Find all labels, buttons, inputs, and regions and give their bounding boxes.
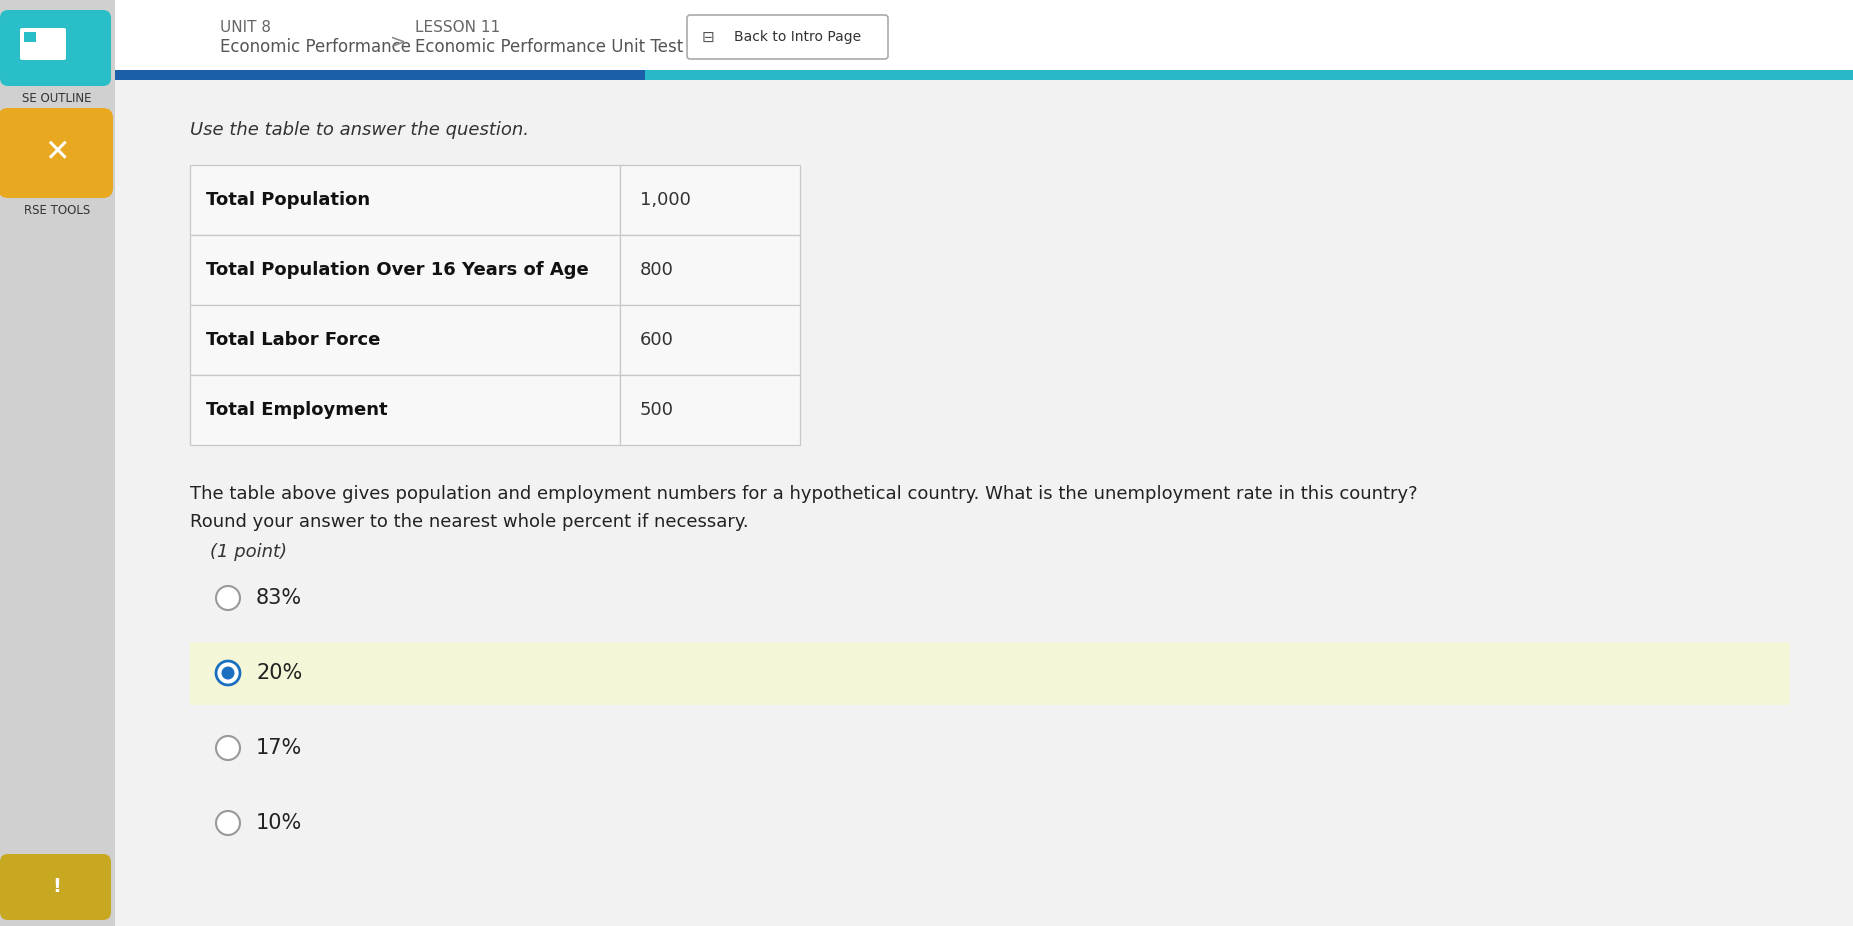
Text: 83%: 83%	[256, 588, 302, 608]
Circle shape	[222, 667, 235, 680]
FancyBboxPatch shape	[621, 235, 800, 305]
Text: The table above gives population and employment numbers for a hypothetical count: The table above gives population and emp…	[191, 485, 1418, 503]
Text: 20%: 20%	[256, 663, 302, 683]
Text: 500: 500	[639, 401, 674, 419]
Text: ✕: ✕	[44, 139, 70, 168]
FancyBboxPatch shape	[191, 642, 1790, 706]
FancyBboxPatch shape	[0, 854, 111, 920]
Text: !: !	[52, 878, 61, 896]
Text: LESSON 11: LESSON 11	[415, 20, 500, 35]
FancyBboxPatch shape	[621, 375, 800, 445]
Circle shape	[217, 586, 241, 610]
Text: Economic Performance Unit Test: Economic Performance Unit Test	[415, 38, 684, 56]
Text: >: >	[389, 32, 406, 52]
Circle shape	[217, 661, 241, 685]
FancyBboxPatch shape	[191, 305, 621, 375]
FancyBboxPatch shape	[115, 70, 645, 80]
Text: Total Population Over 16 Years of Age: Total Population Over 16 Years of Age	[206, 261, 589, 279]
Text: Economic Performance: Economic Performance	[221, 38, 411, 56]
FancyBboxPatch shape	[621, 165, 800, 235]
Text: ⊟: ⊟	[702, 30, 715, 44]
FancyBboxPatch shape	[191, 165, 621, 235]
FancyBboxPatch shape	[0, 0, 115, 926]
Text: RSE TOOLS: RSE TOOLS	[24, 204, 91, 217]
Text: Total Labor Force: Total Labor Force	[206, 331, 380, 349]
FancyBboxPatch shape	[687, 15, 888, 59]
Text: 10%: 10%	[256, 813, 302, 833]
Text: SE OUTLINE: SE OUTLINE	[22, 92, 93, 105]
FancyBboxPatch shape	[0, 10, 111, 86]
Text: 17%: 17%	[256, 738, 302, 758]
Text: 1,000: 1,000	[639, 191, 691, 209]
Text: 800: 800	[639, 261, 674, 279]
Text: UNIT 8: UNIT 8	[221, 20, 271, 35]
FancyBboxPatch shape	[621, 305, 800, 375]
Circle shape	[217, 811, 241, 835]
FancyBboxPatch shape	[115, 0, 1853, 70]
FancyBboxPatch shape	[115, 70, 1853, 80]
Text: Total Employment: Total Employment	[206, 401, 387, 419]
FancyBboxPatch shape	[191, 375, 621, 445]
FancyBboxPatch shape	[0, 108, 113, 198]
FancyBboxPatch shape	[24, 32, 35, 42]
Text: (1 point): (1 point)	[209, 543, 287, 561]
Text: Total Population: Total Population	[206, 191, 371, 209]
FancyBboxPatch shape	[191, 235, 621, 305]
Text: Round your answer to the nearest whole percent if necessary.: Round your answer to the nearest whole p…	[191, 513, 749, 531]
Text: 600: 600	[639, 331, 674, 349]
Text: Use the table to answer the question.: Use the table to answer the question.	[191, 121, 528, 139]
Text: Back to Intro Page: Back to Intro Page	[734, 30, 862, 44]
FancyBboxPatch shape	[115, 0, 1853, 926]
FancyBboxPatch shape	[20, 28, 67, 60]
Circle shape	[217, 736, 241, 760]
